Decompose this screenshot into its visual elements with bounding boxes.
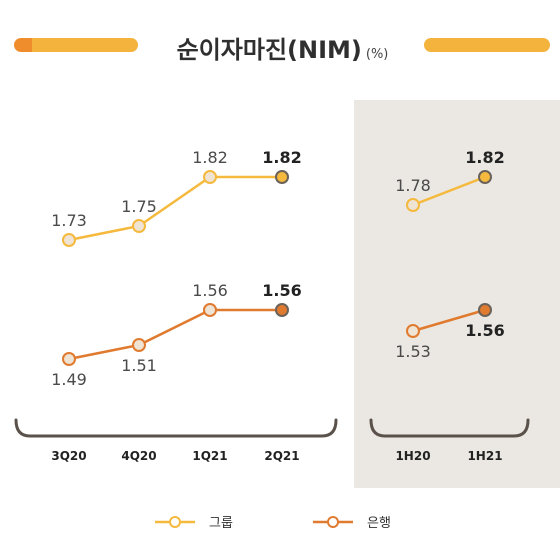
chart-title: 순이자마진(NIM) (%) (145, 30, 420, 65)
series-line-group (68, 175, 282, 242)
x-tick-label: 3Q20 (51, 449, 86, 463)
data-point-bank (132, 338, 146, 352)
data-point-group (275, 170, 289, 184)
data-label-bank: 1.49 (51, 370, 87, 389)
data-point-bank (203, 303, 217, 317)
data-label-group: 1.82 (465, 148, 504, 167)
decorative-bar-right (424, 38, 550, 52)
data-point-bank (406, 324, 420, 338)
data-label-bank: 1.56 (192, 281, 228, 300)
legend-label: 그룹 (209, 516, 233, 531)
data-point-group (62, 233, 76, 247)
data-point-group (132, 219, 146, 233)
data-point-bank (275, 303, 289, 317)
x-tick-label: 2Q21 (264, 449, 299, 463)
x-tick-label: 1H20 (395, 449, 430, 463)
chart-title-text: 순이자마진(NIM) (176, 36, 362, 64)
chart-header: 순이자마진(NIM) (%) (0, 28, 560, 64)
x-tick-label: 1H21 (467, 449, 502, 463)
data-label-group: 1.78 (395, 176, 431, 195)
decorative-bar-left (14, 38, 138, 52)
period-bracket (14, 418, 338, 438)
legend-marker (327, 516, 339, 528)
period-bracket (369, 418, 530, 438)
half-year-panel (354, 100, 560, 488)
data-point-group (478, 170, 492, 184)
data-label-group: 1.82 (262, 148, 301, 167)
data-label-bank: 1.51 (121, 356, 157, 375)
x-tick-label: 1Q21 (192, 449, 227, 463)
data-point-bank (478, 303, 492, 317)
x-tick-label: 4Q20 (121, 449, 156, 463)
data-point-group (406, 198, 420, 212)
data-label-group: 1.73 (51, 211, 87, 230)
data-label-bank: 1.56 (262, 281, 301, 300)
data-label-bank: 1.56 (465, 321, 504, 340)
data-label-bank: 1.53 (395, 342, 431, 361)
legend-marker (169, 516, 181, 528)
data-label-group: 1.75 (121, 197, 157, 216)
series-line-group (412, 175, 486, 207)
chart-unit: (%) (365, 47, 389, 62)
series-line-bank (68, 308, 282, 361)
data-point-bank (62, 352, 76, 366)
data-point-group (203, 170, 217, 184)
series-line-bank (412, 308, 486, 333)
legend-label: 은행 (367, 515, 391, 531)
data-label-group: 1.82 (192, 148, 228, 167)
